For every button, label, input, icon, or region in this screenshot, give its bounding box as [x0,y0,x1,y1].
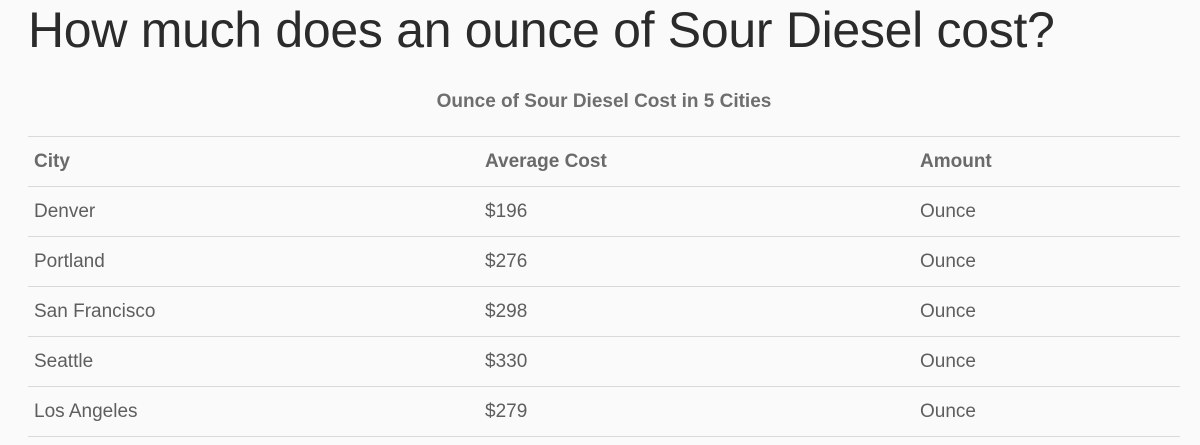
table-row: Los Angeles $279 Ounce [28,386,1180,437]
cell-average-cost: $279 [479,386,914,437]
cell-average-cost: $196 [479,186,914,237]
cell-amount: Ounce [914,336,1180,387]
header-amount: Amount [914,136,1180,187]
cell-amount: Ounce [914,186,1180,237]
table-caption: Ounce of Sour Diesel Cost in 5 Cities [436,91,772,112]
table-header-row: City Average Cost Amount [28,136,1180,187]
cell-average-cost: $330 [479,336,914,387]
cell-average-cost: $276 [479,236,914,287]
table-row: Seattle $330 Ounce [28,336,1180,387]
cell-average-cost: $298 [479,286,914,337]
table-row: Portland $276 Ounce [28,236,1180,287]
table-row: San Francisco $298 Ounce [28,286,1180,337]
cost-table-section: Ounce of Sour Diesel Cost in 5 Cities Ci… [28,86,1180,437]
cell-amount: Ounce [914,386,1180,437]
table-row: Denver $196 Ounce [28,186,1180,237]
cell-amount: Ounce [914,286,1180,337]
cell-amount: Ounce [914,236,1180,287]
cell-city: Portland [28,236,479,287]
header-average-cost: Average Cost [479,136,914,187]
cell-city: San Francisco [28,286,479,337]
cell-city: Denver [28,186,479,237]
page-title: How much does an ounce of Sour Diesel co… [28,2,1055,58]
cost-table: City Average Cost Amount Denver $196 Oun… [28,136,1180,437]
cell-city: Seattle [28,336,479,387]
header-city: City [28,136,479,187]
cell-city: Los Angeles [28,386,479,437]
